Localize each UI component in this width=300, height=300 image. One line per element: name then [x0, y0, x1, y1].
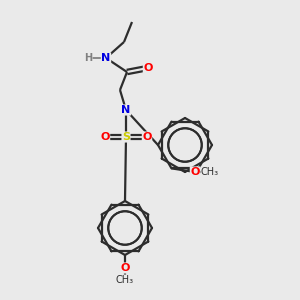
Text: N: N — [101, 53, 111, 63]
Text: CH₃: CH₃ — [116, 275, 134, 285]
Text: O: O — [190, 167, 200, 177]
Text: O: O — [143, 63, 153, 73]
Text: O: O — [142, 132, 152, 142]
Text: CH₃: CH₃ — [201, 167, 219, 177]
Text: O: O — [100, 132, 110, 142]
Text: N: N — [122, 105, 130, 115]
Text: S: S — [122, 132, 130, 142]
Text: O: O — [120, 263, 130, 273]
Text: H: H — [84, 53, 92, 63]
